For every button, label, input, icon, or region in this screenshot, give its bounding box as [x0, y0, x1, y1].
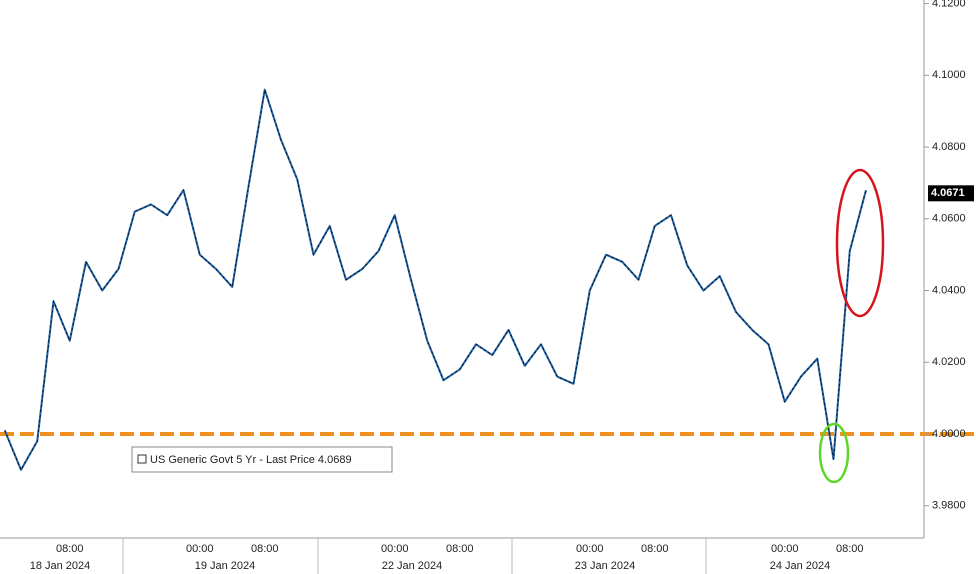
x-tick-label: 08:00 [251, 543, 279, 555]
x-tick-label: 00:00 [576, 543, 604, 555]
highlight-ellipse [818, 422, 850, 484]
x-tick-label: 00:00 [381, 543, 409, 555]
y-tick-label: 4.0600 [932, 213, 966, 225]
legend-icon [137, 454, 147, 464]
y-tick-label: 4.0400 [932, 284, 966, 296]
x-tick-label: 00:00 [186, 543, 214, 555]
date-label: 18 Jan 2024 [30, 560, 91, 572]
y-tick-label: 4.1000 [932, 69, 966, 81]
x-tick-label: 08:00 [836, 543, 864, 555]
last-price-tag [928, 185, 974, 202]
highlight-ellipse [835, 168, 885, 318]
x-tick-label: 00:00 [771, 543, 799, 555]
y-tick-label: 4.0800 [932, 141, 966, 153]
legend-label: US Generic Govt 5 Yr - Last Price 4.0689 [150, 454, 352, 466]
date-label: 23 Jan 2024 [575, 560, 636, 572]
legend-box [131, 446, 393, 473]
y-tick-label: 3.9800 [932, 500, 966, 512]
x-tick-label: 08:00 [56, 543, 84, 555]
date-label: 24 Jan 2024 [770, 560, 831, 572]
x-tick-label: 08:00 [641, 543, 669, 555]
y-tick-label: 4.0200 [932, 356, 966, 368]
date-label: 22 Jan 2024 [382, 560, 443, 572]
last-price-label: 4.0671 [931, 187, 965, 199]
x-tick-label: 08:00 [446, 543, 474, 555]
legend: US Generic Govt 5 Yr - Last Price 4.0689 [131, 446, 393, 473]
price-line [3, 88, 867, 471]
y-tick-label: 4.0000 [932, 428, 966, 440]
day-separators [122, 538, 707, 574]
y-tick-label: 4.1200 [932, 0, 966, 9]
plot-area [0, 88, 976, 471]
date-label: 19 Jan 2024 [195, 560, 256, 572]
